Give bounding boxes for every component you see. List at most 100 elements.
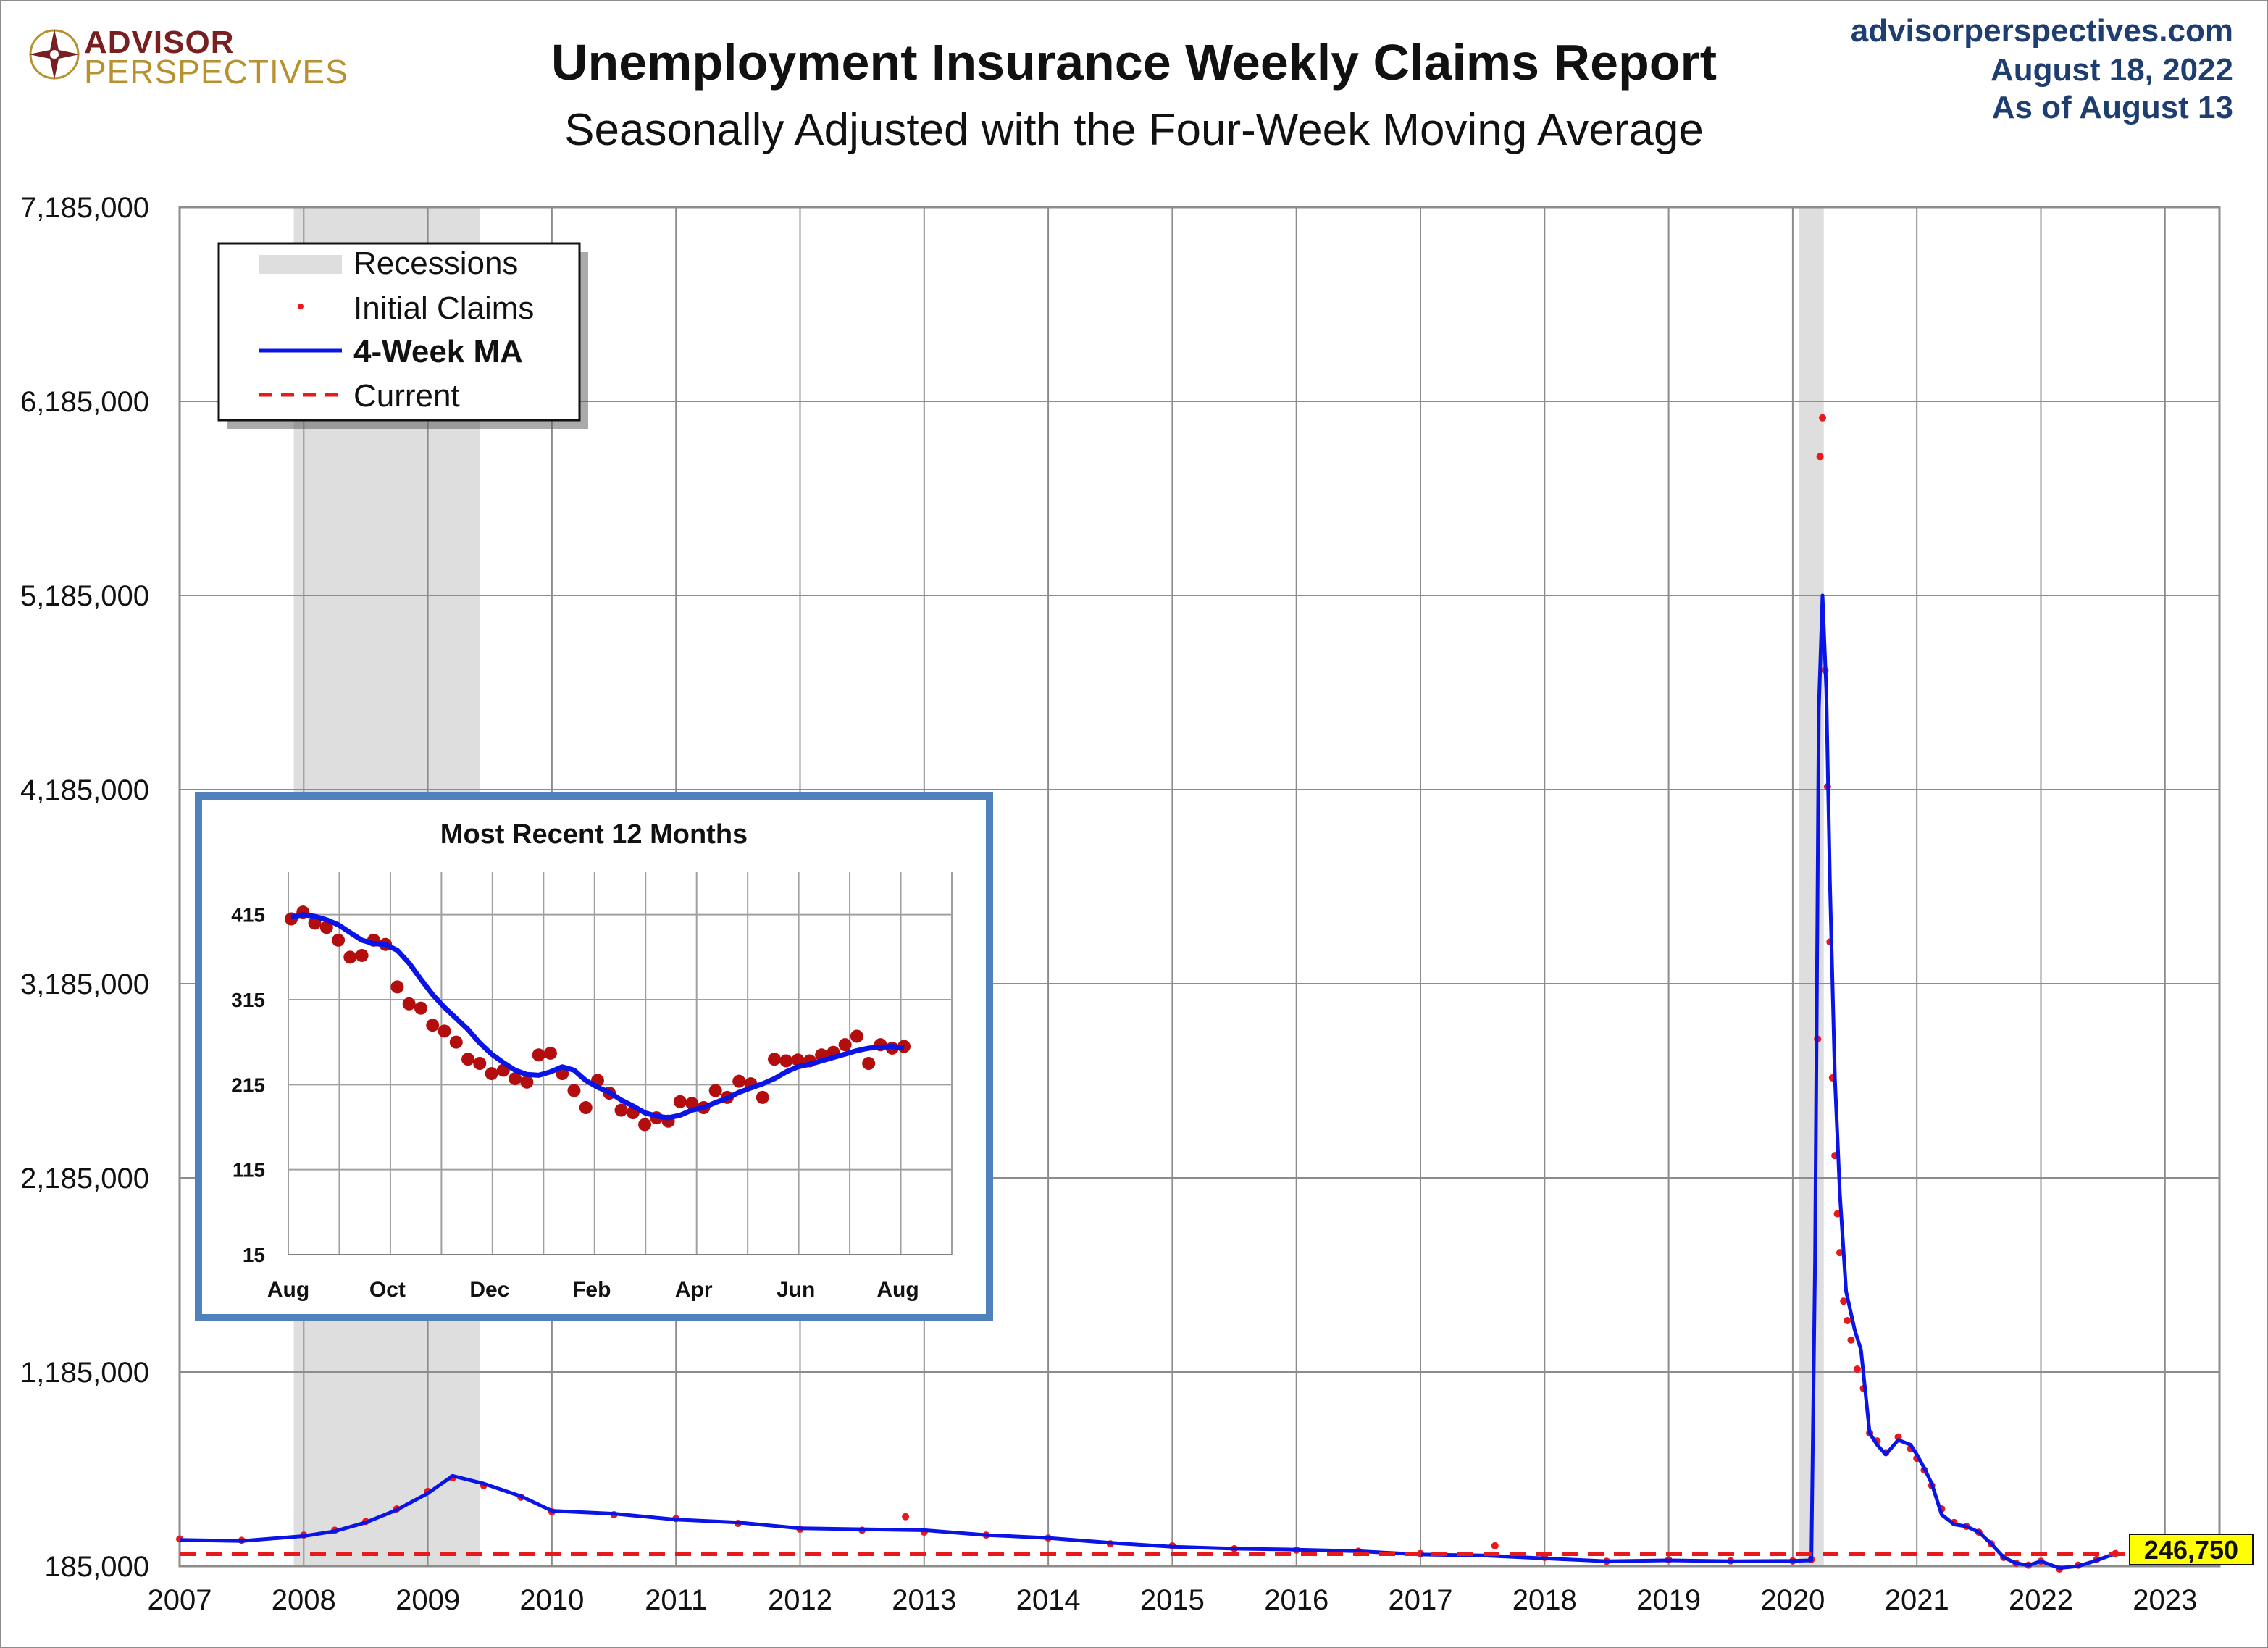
logo-text-advisor: ADVISOR: [84, 25, 235, 60]
inset-x-tick-label: Dec: [469, 1278, 509, 1302]
inset-claims-point: [567, 1084, 581, 1097]
inset-claims-point: [791, 1053, 805, 1067]
x-tick-label: 2009: [396, 1584, 460, 1616]
inset-claims-point: [426, 1019, 440, 1032]
y-tick-label: 185,000: [44, 1551, 149, 1583]
as-of-date: As of August 13: [1991, 90, 2233, 125]
inset-x-tick-label: Aug: [876, 1278, 919, 1302]
inset-y-tick-label: 215: [231, 1074, 265, 1096]
inset-claims-point: [520, 1075, 534, 1089]
legend-label-ma: 4-Week MA: [353, 334, 523, 369]
x-tick-label: 2019: [1636, 1584, 1701, 1616]
inset-claims-point: [779, 1054, 793, 1068]
inset-claims-point: [332, 933, 346, 947]
inset-claims-point: [638, 1118, 652, 1132]
y-tick-label: 6,185,000: [20, 386, 149, 418]
x-tick-label: 2016: [1264, 1584, 1328, 1616]
inset-x-tick-label: Jun: [777, 1278, 815, 1302]
inset-claims-point: [532, 1048, 545, 1062]
legend-swatch-initial-claims: [298, 304, 304, 309]
logo: ADVISOR PERSPECTIVES: [28, 25, 348, 91]
x-tick-label: 2022: [2009, 1584, 2073, 1616]
inset-x-tick-label: Aug: [267, 1278, 309, 1302]
inset-claims-point: [390, 980, 404, 994]
inset-claims-point: [319, 921, 333, 934]
site-url: advisorperspectives.com: [1850, 13, 2233, 49]
chart-subtitle: Seasonally Adjusted with the Four-Week M…: [564, 105, 1704, 155]
inset-claims-point: [543, 1046, 557, 1060]
x-tick-label: 2011: [645, 1584, 707, 1616]
legend: Recessions Initial Claims 4-Week MA Curr…: [217, 242, 588, 429]
claims-point: [1853, 1365, 1861, 1373]
inset-claims-point: [414, 1001, 427, 1015]
inset-claims-point: [732, 1074, 746, 1088]
x-tick-label: 2013: [892, 1584, 956, 1616]
x-tick-label: 2018: [1512, 1584, 1577, 1616]
publish-date: August 18, 2022: [1990, 52, 2233, 88]
claims-point: [1819, 414, 1827, 422]
logo-text-perspectives: PERSPECTIVES: [84, 53, 348, 91]
claims-point: [902, 1513, 910, 1521]
inset-ma-line: [290, 912, 905, 1121]
inset-claims-point: [449, 1035, 463, 1049]
inset-title: Most Recent 12 Months: [440, 819, 748, 850]
y-tick-label: 4,185,000: [20, 774, 149, 806]
y-tick-label: 7,185,000: [20, 192, 149, 224]
inset-claims-point: [461, 1053, 475, 1066]
inset-claims-point: [402, 997, 416, 1011]
x-tick-label: 2017: [1389, 1584, 1453, 1616]
legend-swatch-recessions: [259, 255, 342, 274]
current-value-badge: 246,750: [2129, 1534, 2254, 1565]
x-tick-label: 2021: [1885, 1584, 1949, 1616]
x-tick-label: 2020: [1760, 1584, 1825, 1616]
inset-claims-point: [838, 1038, 852, 1052]
claims-point: [1847, 1336, 1855, 1344]
inset-claims-point: [485, 1067, 498, 1081]
claims-point: [1816, 453, 1824, 461]
inset-x-tick-label: Apr: [675, 1278, 713, 1302]
inset-y-ticks: 415 315 215 115 15: [231, 904, 265, 1266]
y-tick-label: 2,185,000: [20, 1163, 149, 1195]
x-tick-label: 2008: [272, 1584, 336, 1616]
x-tick-label: 2014: [1016, 1584, 1081, 1616]
inset-claims-point: [756, 1090, 769, 1104]
inset-claims-point: [768, 1053, 782, 1066]
inset-claims-point: [438, 1024, 451, 1038]
current-value-label: 246,750: [2144, 1535, 2238, 1565]
claims-point: [1844, 1316, 1851, 1324]
claims-point: [1491, 1542, 1499, 1549]
compass-icon: [29, 29, 80, 80]
x-tick-label: 2007: [148, 1584, 212, 1616]
x-tick-label: 2015: [1140, 1584, 1205, 1616]
inset-claims-point: [343, 950, 357, 964]
inset-claims-point: [355, 948, 369, 962]
inset-y-tick-label: 315: [231, 989, 265, 1011]
inset-claims-point: [862, 1057, 876, 1070]
inset-claims-point: [509, 1072, 522, 1086]
x-tick-label: 2023: [2133, 1584, 2197, 1616]
inset-y-tick-label: 115: [233, 1159, 265, 1181]
claims-point: [1840, 1297, 1848, 1305]
legend-label-recessions: Recessions: [353, 246, 518, 281]
inset-x-ticks: Aug Oct Dec Feb Apr Jun Aug: [267, 1278, 919, 1302]
recession-band-1: [1799, 207, 1824, 1566]
y-tick-label: 5,185,000: [20, 580, 149, 612]
inset-claims-point: [673, 1095, 687, 1108]
inset-gridlines: [288, 872, 953, 1255]
inset-claims-point: [708, 1084, 722, 1097]
inset-claims-point: [850, 1029, 863, 1043]
inset-y-tick-label: 415: [231, 904, 265, 927]
inset-chart: Most Recent 12 Months 415 315 215 115 15 Aug…: [195, 792, 993, 1321]
four-week-ma-line: [179, 593, 2117, 1570]
x-tick-label: 2010: [519, 1584, 584, 1616]
inset-claims-point: [579, 1101, 593, 1115]
inset-y-tick-label: 15: [243, 1244, 265, 1266]
y-tick-label: 3,185,000: [20, 969, 149, 1000]
x-tick-label: 2012: [768, 1584, 832, 1616]
y-axis-ticks: 7,185,000 6,185,000 5,185,000 4,185,000 3,18…: [20, 192, 149, 1583]
inset-claims-point: [614, 1103, 628, 1117]
inset-x-tick-label: Feb: [572, 1278, 611, 1302]
x-axis-ticks: 2007 2008 2009 2010 2011 2012 2013 2014 2015 2016…: [148, 1584, 2198, 1616]
